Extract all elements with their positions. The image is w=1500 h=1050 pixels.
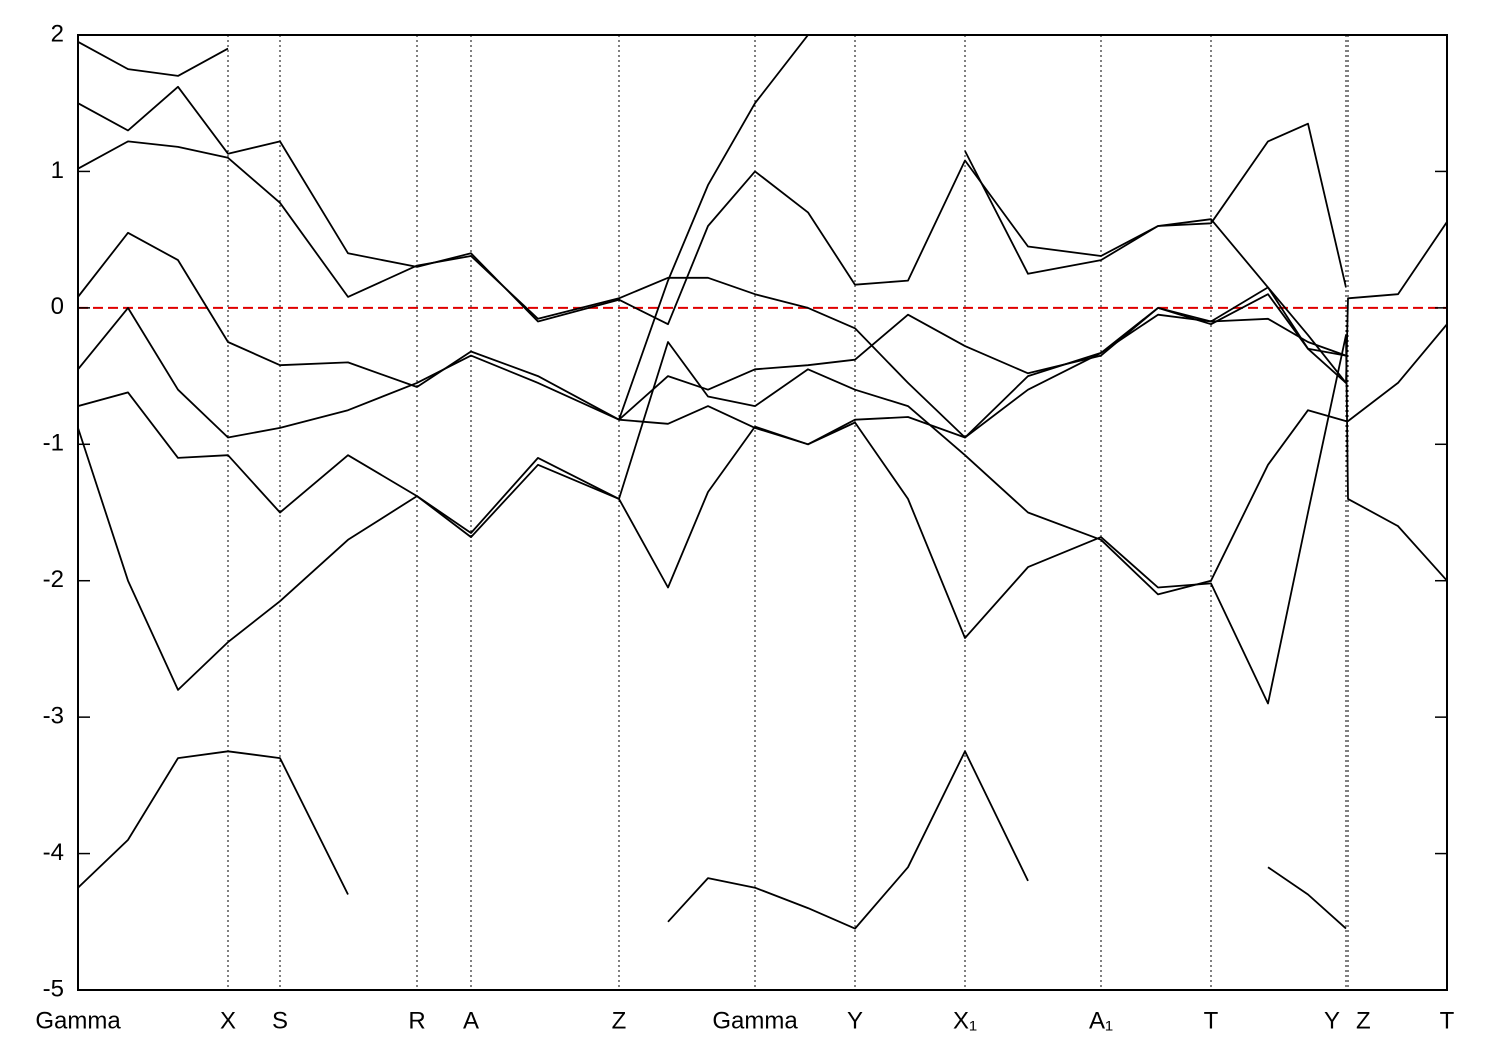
- band-line: [78, 85, 1347, 384]
- x-tick-label: Y: [1324, 1007, 1340, 1034]
- y-tick-label: -4: [43, 839, 64, 866]
- y-tick-label: 0: [51, 293, 64, 320]
- x-tick-label: Gamma: [712, 1007, 798, 1034]
- x-tick-label: S: [272, 1007, 288, 1034]
- x-tick-label: Y: [847, 1007, 863, 1034]
- y-tick-label: 1: [51, 157, 64, 184]
- x-tick-label: A₁: [1089, 1007, 1113, 1034]
- x-tick-label: Z: [612, 1007, 627, 1034]
- y-tick-label: -1: [43, 430, 64, 457]
- x-tick-label: X: [220, 1007, 236, 1034]
- plot-area: [78, 35, 1447, 990]
- x-tick-label: Gamma: [35, 1007, 121, 1034]
- y-tick-label: -2: [43, 566, 64, 593]
- band-line: [78, 35, 1347, 420]
- x-tick-label: A: [463, 1007, 479, 1034]
- plot-frame: [77, 34, 1448, 991]
- x-tick-label: T: [1204, 1007, 1219, 1034]
- x-tick-label: X₁: [953, 1007, 977, 1034]
- y-tick-label: -5: [43, 975, 64, 1002]
- band-line: [78, 323, 1447, 596]
- y-tick-label: 2: [51, 20, 64, 47]
- band-line: [78, 307, 1347, 446]
- x-tick-label: T: [1440, 1007, 1455, 1034]
- y-tick-label: -3: [43, 702, 64, 729]
- band-line: [78, 140, 1347, 439]
- band-line: [78, 750, 1347, 930]
- x-tick-label: Z: [1356, 1007, 1371, 1034]
- band-line: [78, 221, 1447, 421]
- x-tick-label: R: [408, 1007, 425, 1034]
